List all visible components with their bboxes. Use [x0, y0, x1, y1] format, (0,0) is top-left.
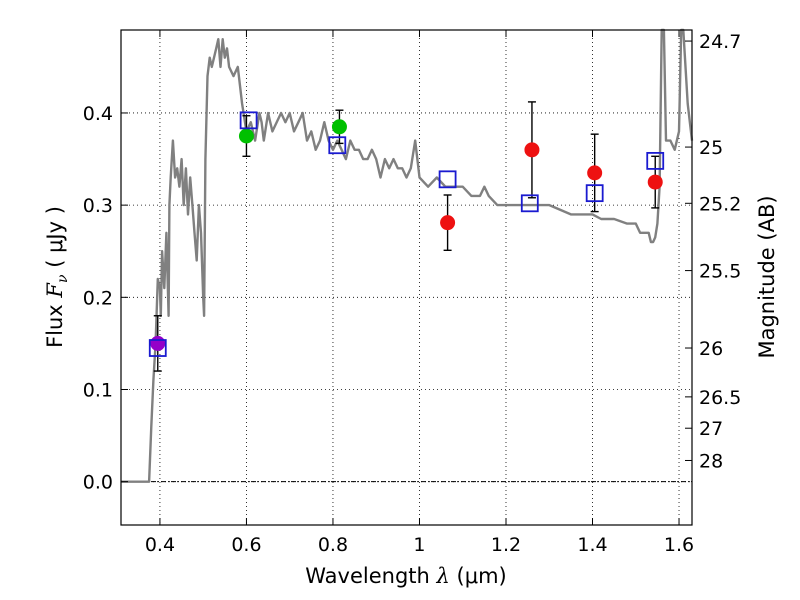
- y2-tick-label: 26: [699, 338, 723, 360]
- axis-ticks: 0.4 0.6 0.8 1 1.2 1.4 1.6 0.0 0.1 0.2 0.3 0.4 24.7 25…: [83, 30, 741, 556]
- template-spectrum: [121, 28, 694, 483]
- observed-point: [587, 165, 603, 181]
- y2-tick-label: 26.5: [699, 387, 741, 409]
- observed-point: [150, 335, 166, 351]
- model-photometry-square: [585, 184, 604, 203]
- x-tick-label: 0.6: [231, 534, 261, 556]
- spectrum-line: [121, 28, 694, 483]
- model-photometry-square: [239, 111, 258, 130]
- error-bars: [153, 101, 660, 372]
- model-photometry-square: [328, 136, 347, 155]
- y-tick-label: 0.1: [83, 379, 113, 401]
- model-photometry-square: [438, 170, 457, 189]
- plot-frame: [120, 29, 693, 526]
- model-photometry-square: [148, 339, 167, 357]
- x-tick-label: 1.4: [577, 534, 607, 556]
- y-tick-label: 0.3: [83, 195, 113, 217]
- y2-tick-label: 25: [699, 137, 723, 159]
- x-tick-label: 1: [413, 534, 425, 556]
- model-photometry-square: [520, 194, 539, 213]
- x-tick-label: 0.4: [145, 534, 175, 556]
- observed-point: [647, 174, 663, 190]
- observed-point: [440, 215, 456, 231]
- y-tick-label: 0.0: [83, 472, 113, 494]
- y2-tick-label: 28: [699, 450, 723, 472]
- x-tick-label: 1.2: [491, 534, 521, 556]
- x-tick-label: 0.8: [318, 534, 348, 556]
- data-points: [148, 111, 665, 357]
- grid-lines: [121, 30, 692, 525]
- y-tick-label: 0.4: [83, 103, 113, 125]
- y2-tick-label: 25.2: [699, 193, 741, 215]
- observed-point: [238, 128, 254, 144]
- observed-point: [331, 119, 347, 135]
- y2-tick-label: 24.7: [699, 31, 741, 53]
- right-axis-label: Magnitude (AB): [755, 195, 779, 358]
- model-photometry-square: [646, 151, 665, 170]
- y-axis-label: Flux Fν ( μJy ): [43, 206, 71, 348]
- x-tick-label: 1.6: [664, 534, 694, 556]
- y2-tick-label: 25.5: [699, 261, 741, 283]
- y-tick-label: 0.2: [83, 287, 113, 309]
- observed-point: [524, 142, 540, 158]
- y2-tick-label: 27: [699, 418, 723, 440]
- x-axis-label: Wavelength λ (μm): [305, 564, 506, 588]
